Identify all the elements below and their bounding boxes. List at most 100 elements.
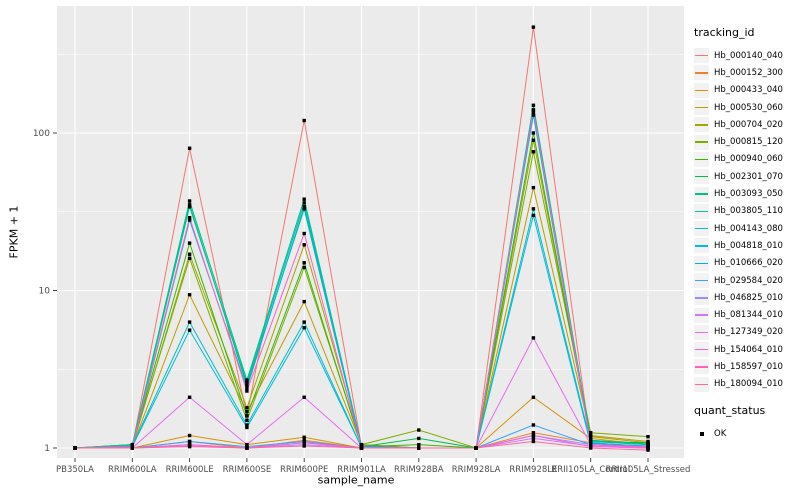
data-point <box>531 185 536 190</box>
data-point <box>531 138 536 142</box>
data-point <box>302 118 306 123</box>
data-point <box>245 423 249 427</box>
data-point <box>531 103 536 107</box>
legend-item-Hb_000530_060: Hb_000530_060 <box>694 99 798 116</box>
legend-key-line-icon <box>694 82 709 98</box>
legend-key-line-icon <box>694 359 709 375</box>
data-point <box>187 252 192 256</box>
x-tick-label: RRIM928BA <box>394 465 444 475</box>
legend-key-line-icon <box>694 134 709 150</box>
data-point <box>245 406 249 410</box>
legend-item-Hb_158597_010: Hb_158597_010 <box>694 358 798 375</box>
legend-item-Hb_154064_010: Hb_154064_010 <box>694 341 798 358</box>
legend-item-Hb_029584_020: Hb_029584_020 <box>694 272 798 289</box>
legend-key-line-icon <box>694 221 709 237</box>
x-tick-label: RRII105LA_Stressed <box>606 465 691 475</box>
legend-item-label: Hb_000940_060 <box>714 154 783 165</box>
legend-key-line-icon <box>694 151 709 167</box>
data-point <box>531 395 536 399</box>
x-tick-label: RRIM928LA <box>452 465 501 475</box>
data-point <box>245 389 249 393</box>
x-tick-label: RRIM901LA <box>337 465 386 475</box>
data-point <box>73 446 77 450</box>
data-point <box>359 446 364 450</box>
legend-item-Hb_000433_040: Hb_000433_040 <box>694 82 798 99</box>
legend-title-quant-status: quant_status <box>694 403 766 417</box>
legend-item-Hb_127349_020: Hb_127349_020 <box>694 324 798 341</box>
legend-item-label: Hb_004143_080 <box>714 223 783 234</box>
x-tick-label: RRIM600PE <box>280 465 328 475</box>
legend-item-Hb_000815_120: Hb_000815_120 <box>694 133 798 150</box>
data-point <box>187 215 192 220</box>
data-point <box>531 423 536 427</box>
legend-item-Hb_081344_010: Hb_081344_010 <box>694 306 798 323</box>
data-point <box>245 383 249 388</box>
data-point <box>531 207 536 211</box>
legend-item-label: Hb_127349_020 <box>714 327 783 338</box>
data-point <box>531 108 536 112</box>
legend-key-line-icon <box>694 186 709 202</box>
legend-item-Hb_010666_020: Hb_010666_020 <box>694 255 798 272</box>
data-point <box>187 444 192 449</box>
data-point <box>417 436 421 441</box>
legend-item-label: Hb_000704_020 <box>714 119 783 130</box>
data-point <box>531 113 536 117</box>
legend-key-line-icon <box>694 307 709 323</box>
legend-key-line-icon <box>694 65 709 81</box>
data-point <box>245 446 249 450</box>
data-point <box>245 414 249 418</box>
data-point <box>187 442 192 447</box>
data-point <box>302 231 306 236</box>
legend-key-square-point-icon <box>694 426 709 441</box>
data-point <box>245 386 249 390</box>
legend-key-line-icon <box>694 290 709 306</box>
y-axis-title: FPKM + 1 <box>7 205 21 259</box>
data-point <box>531 336 536 340</box>
legend-item-label: Hb_154064_010 <box>714 344 783 355</box>
legend-item-label: Hb_000433_040 <box>714 85 783 96</box>
data-point <box>302 326 306 330</box>
data-point <box>531 433 536 438</box>
data-point <box>302 197 306 201</box>
legend-item-Hb_180094_010: Hb_180094_010 <box>694 376 798 393</box>
x-tick-label: RRII105LA_Control <box>551 465 630 475</box>
data-point <box>302 265 306 270</box>
data-point <box>302 201 306 205</box>
data-point <box>187 293 192 297</box>
legend-item-label: Hb_000530_060 <box>714 102 783 113</box>
legend-item-label: Hb_158597_010 <box>714 361 783 372</box>
x-tick-label: PB350LA <box>56 465 94 475</box>
legend-key-line-icon <box>694 238 709 254</box>
data-point <box>187 205 192 209</box>
legend-item-label: Hb_000815_120 <box>714 137 783 148</box>
legend: tracking_id Hb_000140_040 Hb_000152_300 Hb… <box>694 26 798 442</box>
legend-title-tracking-id: tracking_id <box>694 26 755 39</box>
x-tick-label: RRIM600SE <box>223 465 272 475</box>
data-point <box>302 207 306 211</box>
x-tick-label: RRIM600LE <box>166 465 214 475</box>
data-point <box>589 431 593 435</box>
data-point <box>187 395 192 399</box>
legend-item-label: Hb_003093_050 <box>714 189 783 200</box>
data-point <box>245 418 249 422</box>
data-point <box>646 434 650 439</box>
data-point <box>531 150 536 154</box>
data-point <box>474 446 478 450</box>
legend-key-line-icon <box>694 117 709 133</box>
data-point <box>302 261 306 265</box>
data-point <box>245 380 249 385</box>
data-point <box>187 320 192 324</box>
data-point <box>531 436 536 441</box>
legend-item-Hb_002301_070: Hb_002301_070 <box>694 168 798 185</box>
data-point <box>187 439 192 444</box>
x-tick-label: RRIM928LE <box>509 465 557 475</box>
legend-series-list: Hb_000140_040 Hb_000152_300 Hb_000433_040 H… <box>694 47 798 393</box>
legend-key-line-icon <box>694 48 709 64</box>
legend-key-line-icon <box>694 342 709 358</box>
legend-item-quant-ok: OK <box>694 425 798 442</box>
data-point <box>130 446 134 450</box>
legend-item-label: Hb_000140_040 <box>714 50 783 61</box>
data-point <box>531 431 536 435</box>
